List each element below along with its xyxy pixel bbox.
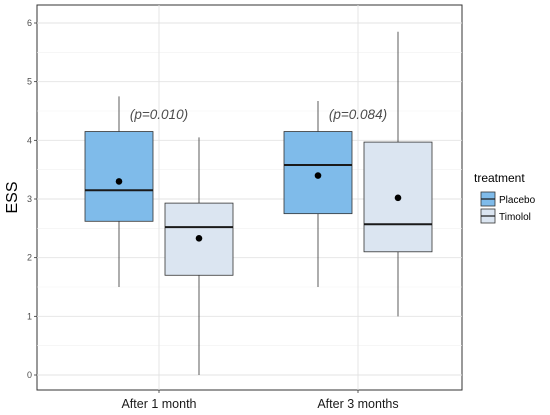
box-placebo-1 xyxy=(84,96,154,287)
y-axis-label: ESS xyxy=(4,181,21,213)
legend-item-placebo: Placebo xyxy=(480,191,536,207)
legend: treatment Placebo Timolol xyxy=(474,171,536,224)
axes: 0 1 2 3 4 5 6 After 1 month After 3 months xyxy=(27,18,399,411)
mean-point xyxy=(115,178,123,185)
box-placebo-2 xyxy=(283,101,353,287)
x-tick-label: After 1 month xyxy=(121,397,196,411)
y-tick-label: 0 xyxy=(27,370,32,380)
y-tick-label: 2 xyxy=(27,253,32,263)
y-tick-label: 1 xyxy=(27,311,32,321)
mean-point xyxy=(314,172,322,179)
legend-label: Placebo xyxy=(499,195,536,206)
y-tick-label: 5 xyxy=(27,77,32,87)
p-value-annotation: (p=0.084) xyxy=(329,107,387,122)
annotations: (p=0.010) (p=0.084) xyxy=(130,107,387,122)
legend-title: treatment xyxy=(474,171,525,185)
mean-point xyxy=(394,194,402,202)
y-tick-label: 3 xyxy=(27,194,32,204)
box-body xyxy=(283,131,353,215)
x-tick-label: After 3 months xyxy=(317,397,398,411)
p-value-annotation: (p=0.010) xyxy=(130,107,188,122)
legend-label: Timolol xyxy=(499,212,531,223)
mean-point xyxy=(195,235,203,242)
y-tick-label: 6 xyxy=(27,18,32,28)
box-timolol-1 xyxy=(164,137,234,375)
box-body xyxy=(84,131,154,222)
box-timolol-2 xyxy=(363,31,433,317)
y-tick-label: 4 xyxy=(27,135,32,145)
legend-item-timolol: Timolol xyxy=(480,208,531,224)
boxes xyxy=(84,31,433,375)
